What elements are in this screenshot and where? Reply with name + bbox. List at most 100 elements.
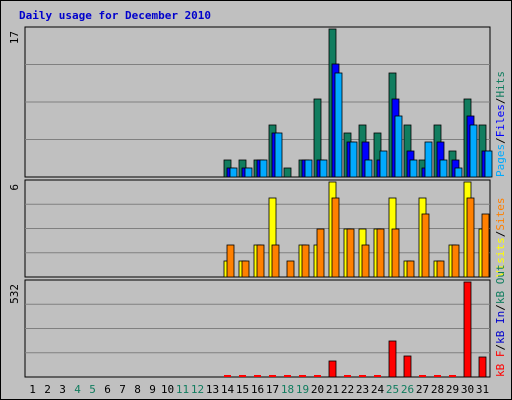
bar-kb-f-day-22	[344, 375, 351, 377]
legend-entry: Visits	[494, 237, 507, 277]
day-label-18: 18	[281, 383, 294, 396]
legend-entry: /	[494, 98, 507, 105]
bar-pages-day-30	[469, 124, 478, 178]
y-max-label: 17	[8, 31, 21, 44]
day-label-8: 8	[134, 383, 141, 396]
day-label-13: 13	[206, 383, 219, 396]
panel-legend: Visits/Sites	[494, 198, 507, 278]
day-label-9: 9	[149, 383, 156, 396]
bar-kb-f-day-29	[449, 375, 456, 377]
bar-kb-f-day-24	[374, 375, 381, 377]
bar-pages-day-31	[484, 150, 493, 178]
bar-kb-f-day-26	[403, 355, 412, 378]
bar-sites-day-18	[286, 260, 295, 278]
bar-pages-day-20	[319, 159, 328, 178]
y-max-label: 532	[8, 284, 21, 304]
bar-pages-day-21	[334, 72, 343, 178]
day-label-15: 15	[236, 383, 249, 396]
legend-entry: kB In	[494, 311, 507, 344]
bar-hits-day-18	[283, 167, 292, 178]
day-label-16: 16	[251, 383, 264, 396]
bar-kb-f-day-23	[359, 375, 366, 377]
day-label-25: 25	[386, 383, 399, 396]
bar-sites-day-30	[466, 197, 475, 278]
bar-pages-day-24	[379, 150, 388, 178]
bar-pages-day-17	[274, 132, 283, 178]
day-label-14: 14	[221, 383, 235, 396]
day-label-22: 22	[341, 383, 354, 396]
day-label-20: 20	[311, 383, 324, 396]
y-max-label: 6	[8, 184, 21, 191]
bar-pages-day-14	[229, 167, 238, 178]
panel-legend: kB F/kB In/kB Out	[494, 264, 507, 377]
bar-sites-day-20	[316, 228, 325, 278]
bar-sites-day-27	[421, 213, 430, 278]
legend-entry: /	[494, 344, 507, 351]
day-label-6: 6	[104, 383, 111, 396]
day-label-24: 24	[371, 383, 385, 396]
bar-sites-day-29	[451, 244, 460, 278]
bar-kb-f-day-25	[388, 340, 397, 378]
day-label-26: 26	[401, 383, 414, 396]
legend-entry: /	[494, 231, 507, 238]
bar-kb-f-day-15	[239, 375, 246, 377]
day-label-17: 17	[266, 383, 279, 396]
bar-kb-f-day-21	[328, 360, 337, 378]
bar-pages-day-19	[304, 159, 313, 178]
bar-sites-day-19	[301, 244, 310, 278]
bar-sites-day-22	[346, 228, 355, 278]
legend-entry: kB Out	[494, 264, 507, 304]
legend-entry: /	[494, 304, 507, 311]
day-label-7: 7	[119, 383, 126, 396]
day-label-10: 10	[161, 383, 174, 396]
bar-kb-f-day-19	[299, 375, 306, 377]
panel-legend: Pages/Files/Hits	[494, 71, 507, 177]
legend-entry: Hits	[494, 71, 507, 98]
day-label-12: 12	[191, 383, 204, 396]
bar-sites-day-14	[226, 244, 235, 278]
bar-pages-day-23	[364, 159, 373, 178]
legend-entry: Sites	[494, 198, 507, 231]
legend-entry: Pages	[494, 144, 507, 177]
day-label-27: 27	[416, 383, 429, 396]
bar-kb-f-day-27	[419, 375, 426, 377]
day-label-5: 5	[89, 383, 96, 396]
bar-sites-day-31	[481, 213, 490, 278]
bar-sites-day-21	[331, 197, 340, 278]
bar-pages-day-27	[424, 141, 433, 178]
bar-kb-f-day-17	[269, 375, 276, 377]
day-label-2: 2	[44, 383, 51, 396]
bar-sites-day-16	[256, 244, 265, 278]
bar-sites-day-28	[436, 260, 445, 278]
day-axis-labels: 1 2 3 4 5 6 7 8 9 10 11 12 13 14 15 16 17 18 19 20 21 22 23 24 2…	[29, 383, 489, 396]
legend-entry: /	[494, 137, 507, 144]
day-label-31: 31	[476, 383, 489, 396]
bar-pages-day-26	[409, 159, 418, 178]
legend-entry: kB F	[494, 351, 507, 378]
bar-sites-day-15	[241, 260, 250, 278]
bar-kb-f-day-14	[224, 375, 231, 377]
bar-kb-f-day-30	[463, 281, 472, 378]
chart-title: Daily usage for December 2010	[19, 9, 211, 22]
legend-entry: Files	[494, 104, 507, 137]
bar-kb-f-day-20	[314, 375, 321, 377]
day-label-28: 28	[431, 383, 444, 396]
day-label-4: 4	[74, 383, 81, 396]
bar-kb-f-day-28	[434, 375, 441, 377]
bar-pages-day-25	[394, 115, 403, 178]
bar-sites-day-23	[361, 244, 370, 278]
bar-kb-f-day-31	[478, 356, 487, 378]
day-label-11: 11	[176, 383, 189, 396]
bar-kb-f-day-16	[254, 375, 261, 377]
bar-sites-day-24	[376, 228, 385, 278]
bar-pages-day-22	[349, 141, 358, 178]
day-label-1: 1	[29, 383, 36, 396]
bar-pages-day-15	[244, 167, 253, 178]
bar-sites-day-17	[271, 244, 280, 278]
day-label-19: 19	[296, 383, 309, 396]
day-label-3: 3	[59, 383, 66, 396]
bar-pages-day-16	[259, 159, 268, 178]
bar-sites-day-26	[406, 260, 415, 278]
